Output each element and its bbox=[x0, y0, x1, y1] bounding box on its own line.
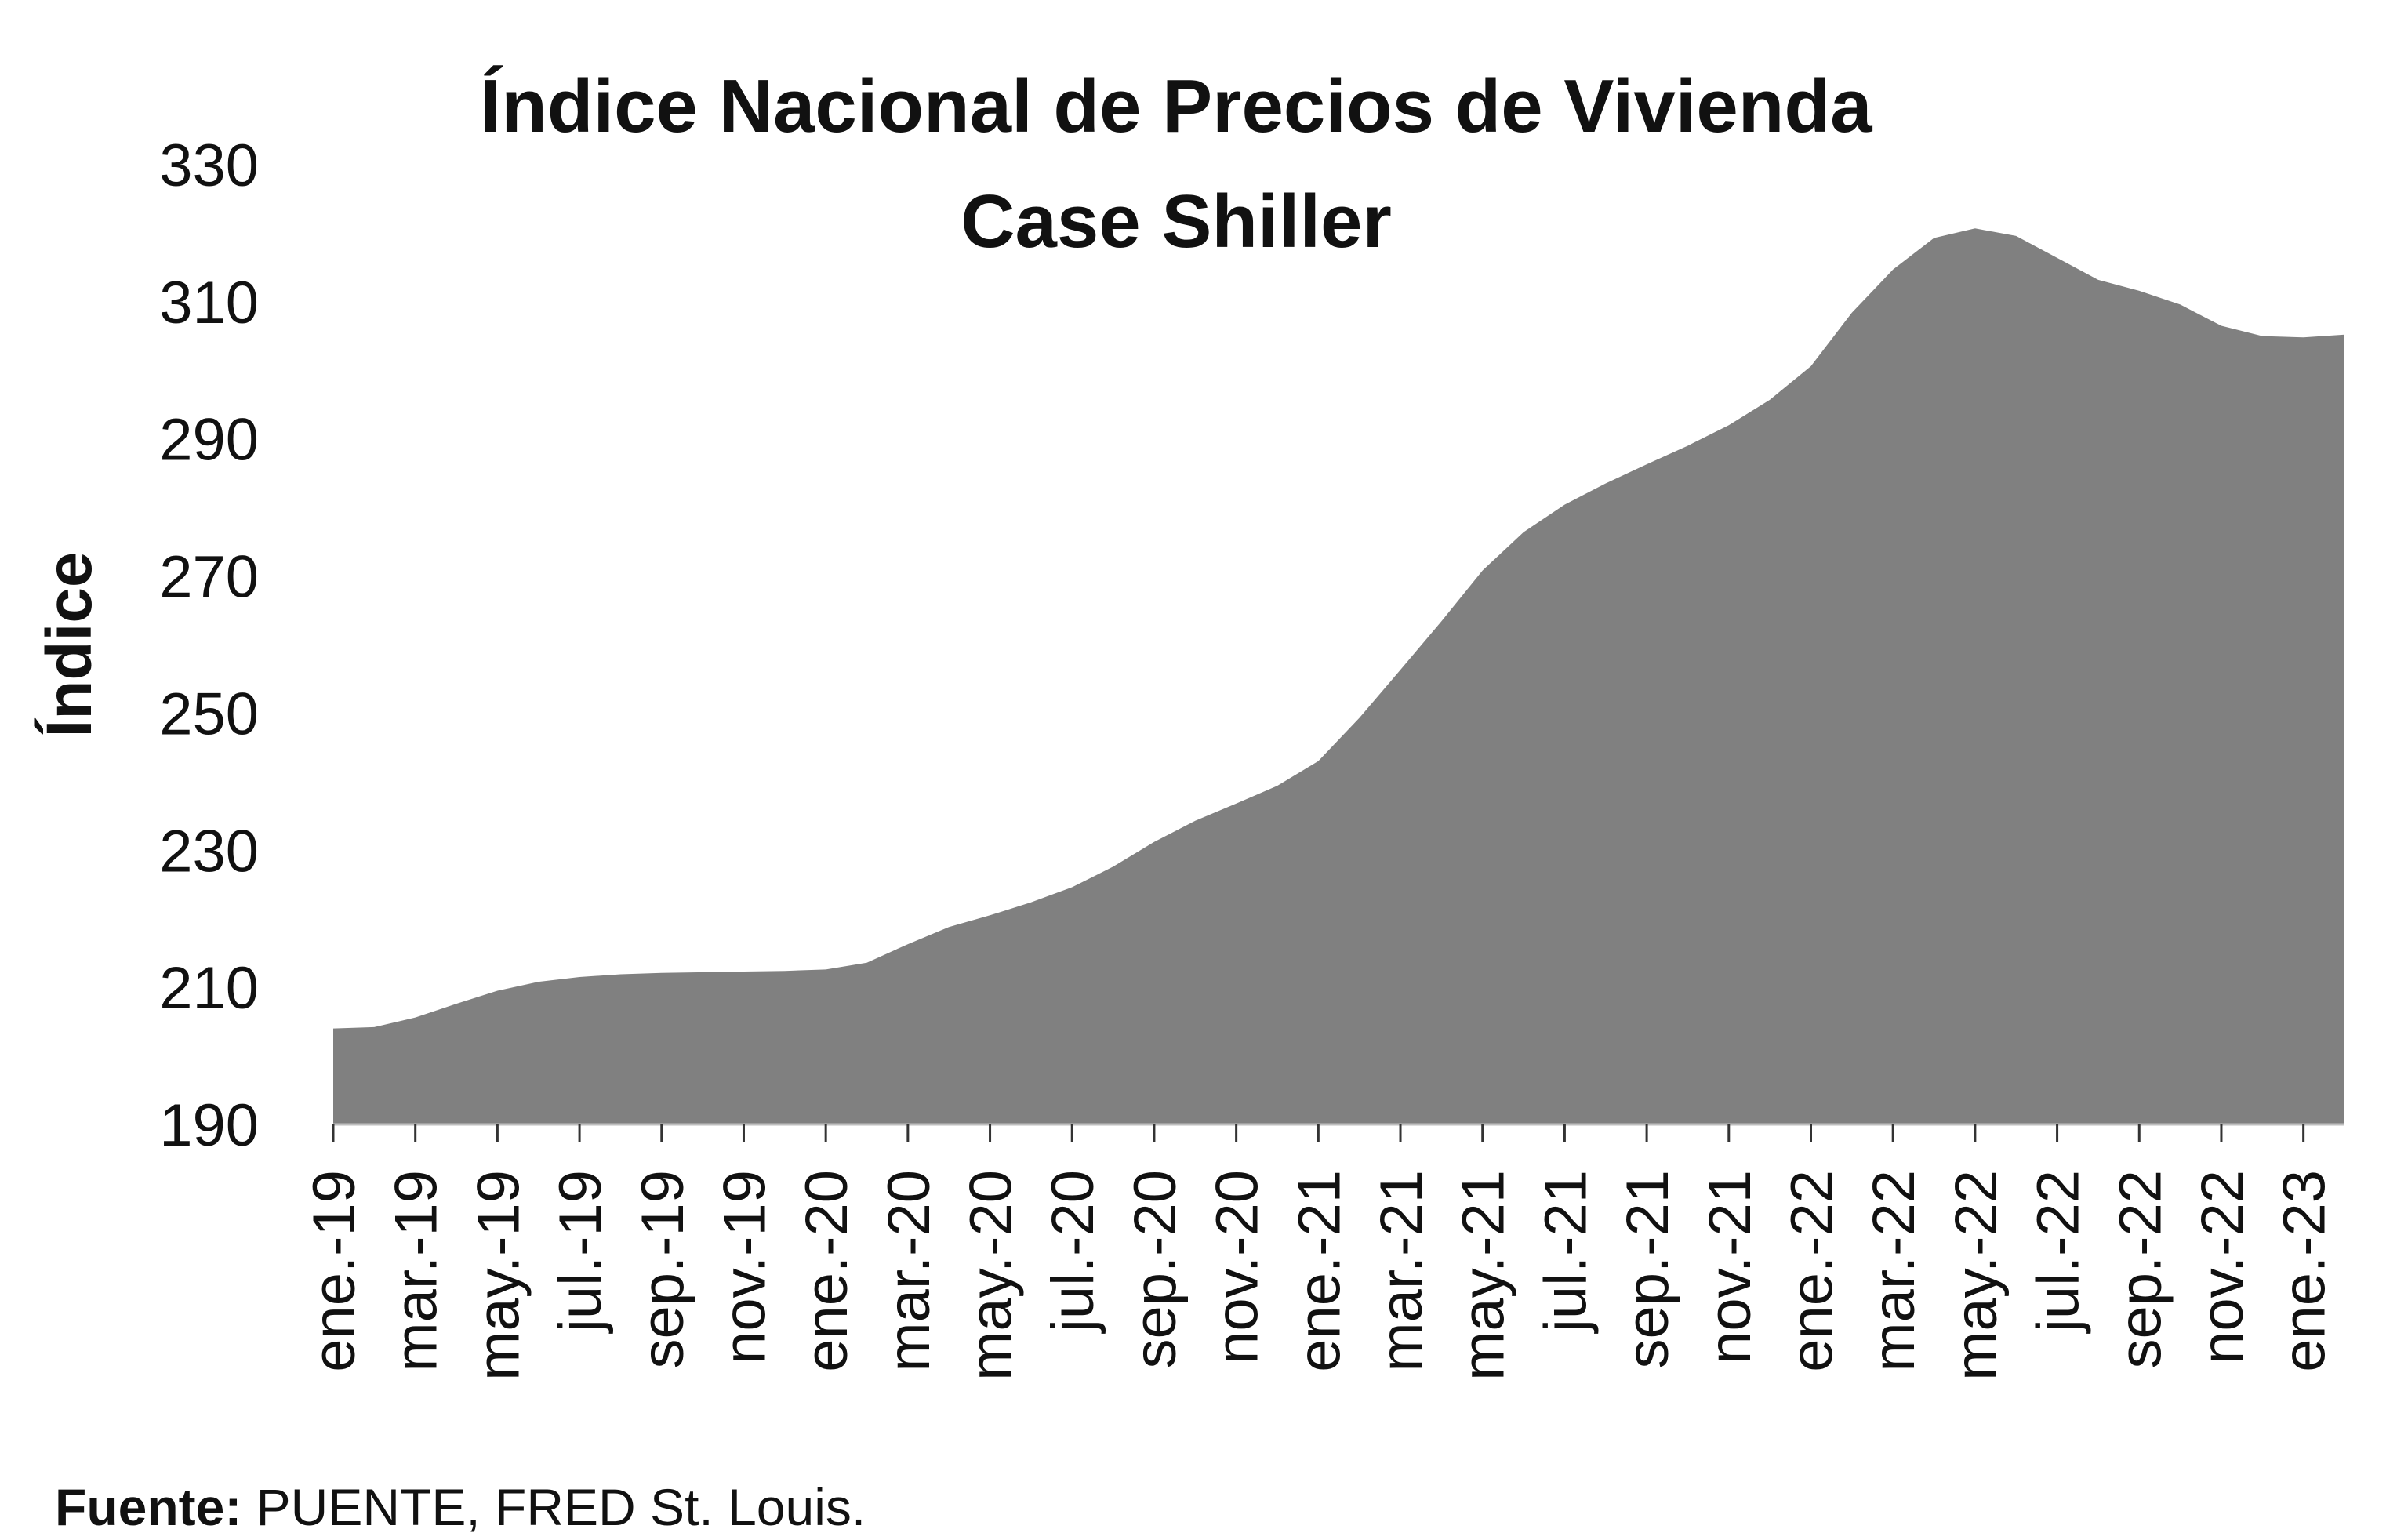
y-tick-label: 210 bbox=[159, 955, 259, 1022]
x-tick-label: mar.-21 bbox=[1368, 1170, 1435, 1372]
x-tick-label: nov.-19 bbox=[711, 1170, 778, 1364]
chart-title: Índice Nacional de Precios de Vivienda bbox=[481, 64, 1873, 148]
x-tick-label: jul.-22 bbox=[2025, 1170, 2092, 1334]
x-tick-label: nov.-21 bbox=[1697, 1170, 1763, 1364]
x-tick-label: nov.-20 bbox=[1204, 1170, 1271, 1364]
y-axis-label: Índice bbox=[34, 552, 105, 738]
x-tick-label: sep.-19 bbox=[630, 1170, 696, 1369]
y-tick-label: 310 bbox=[159, 270, 259, 336]
y-tick-label: 270 bbox=[159, 544, 259, 611]
x-tick-label: jul.-19 bbox=[547, 1170, 614, 1334]
x-tick-label: sep.-20 bbox=[1122, 1170, 1189, 1369]
x-tick-label: ene.-21 bbox=[1286, 1170, 1353, 1372]
x-tick-label: sep.-21 bbox=[1614, 1170, 1681, 1369]
x-tick-label: may.-22 bbox=[1943, 1170, 2010, 1381]
x-tick-label: may.-20 bbox=[958, 1170, 1025, 1381]
x-tick-label: ene.-20 bbox=[794, 1170, 860, 1372]
x-tick-label: nov.-22 bbox=[2189, 1170, 2256, 1364]
x-tick-label: mar.-22 bbox=[1861, 1170, 1927, 1372]
x-tick-label: mar.-20 bbox=[876, 1170, 942, 1372]
y-tick-label: 250 bbox=[159, 681, 259, 747]
chart-subtitle: Case Shiller bbox=[961, 180, 1392, 263]
x-tick-label: ene.-22 bbox=[1778, 1170, 1845, 1372]
x-tick-label: ene.-19 bbox=[301, 1170, 368, 1372]
x-tick-label: jul.-20 bbox=[1040, 1170, 1106, 1334]
x-axis: ene.-19 mar.-19 may.-19 jul.-19 sep.-19 nov.-… bbox=[301, 1123, 2344, 1381]
y-tick-label: 330 bbox=[159, 133, 259, 199]
x-tick-label: mar.-19 bbox=[383, 1170, 450, 1372]
x-tick-label: may.-21 bbox=[1451, 1170, 1517, 1381]
y-tick-label: 190 bbox=[159, 1092, 259, 1159]
source-label: Fuente: bbox=[55, 1478, 242, 1536]
x-tick-label: jul.-21 bbox=[1532, 1170, 1599, 1334]
y-tick-label: 290 bbox=[159, 407, 259, 474]
source-text: PUENTE, FRED St. Louis. bbox=[242, 1478, 866, 1536]
x-tick-label: ene.-23 bbox=[2272, 1170, 2338, 1372]
y-tick-label: 230 bbox=[159, 818, 259, 884]
source-note: Fuente: PUENTE, FRED St. Louis. bbox=[55, 1478, 866, 1536]
x-tick-label: sep.-22 bbox=[2107, 1170, 2174, 1369]
y-axis: 190 210 230 250 270 290 310 330 bbox=[159, 133, 259, 1159]
x-tick-label: may.-19 bbox=[465, 1170, 532, 1381]
area-series bbox=[333, 228, 2344, 1124]
